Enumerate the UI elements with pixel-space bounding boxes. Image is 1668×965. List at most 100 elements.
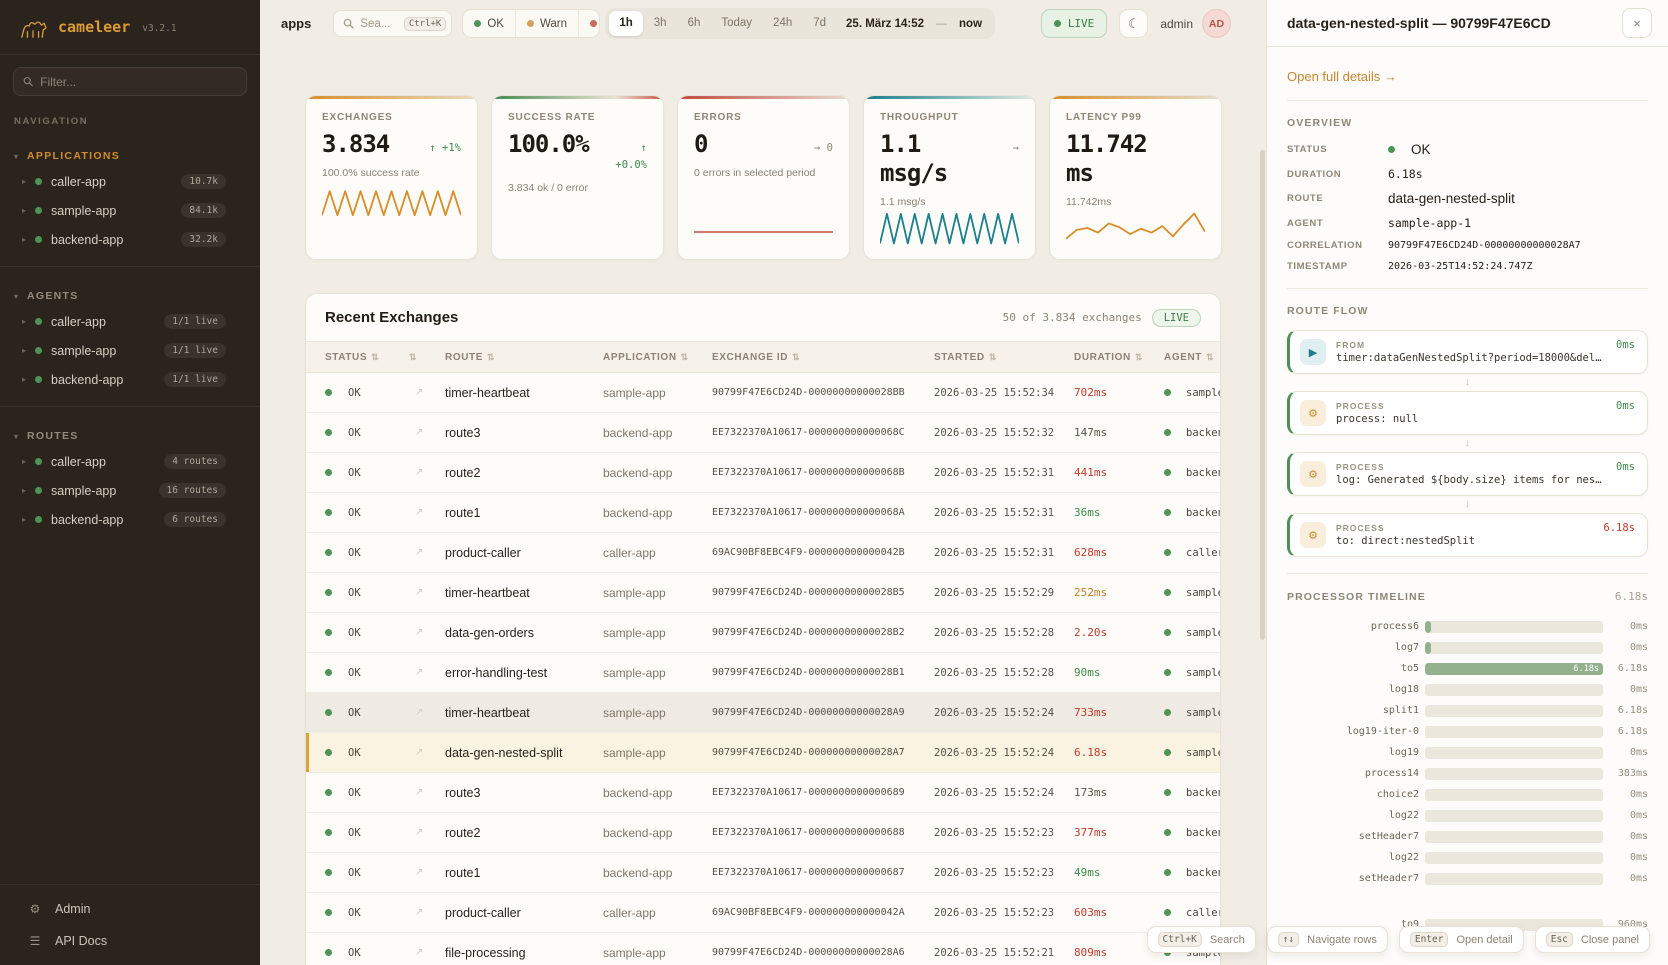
status-dot-icon [35,487,43,494]
sidebar-section-header-applications[interactable]: ▾ APPLICATIONS [0,145,260,167]
sidebar-item-backend-app[interactable]: ▸ backend-app 6 routes [0,505,260,534]
table-row[interactable]: OK ↗ file-processing sample-app 90799F47E6CD… [306,933,1220,965]
route-flow-step-1[interactable]: ▶ FROM timer:dataGenNestedSplit?period=180… [1287,330,1648,374]
timeline-row-split1[interactable]: split1 6.18s [1287,700,1648,721]
stat-card-throughput[interactable]: THROUGHPUT 1.1 msg/s → 1.1 msg/s [863,95,1036,260]
table-row[interactable]: OK ↗ route3 backend-app EE7322370A10617-0000… [306,413,1220,453]
column-header-agent[interactable]: AGENT ⇅ [1164,352,1220,363]
application-cell: sample-app [603,385,666,400]
stat-card-success-rate[interactable]: SUCCESS RATE 100.0% ↑ +0.0% 3.834 ok / 0 er… [491,95,664,260]
status-filter-warn[interactable]: Warn [514,10,578,37]
timeline-row-to5[interactable]: to5 6.18s 6.18s [1287,658,1648,679]
stat-card-errors[interactable]: ERRORS 0 → 0 0 errors in selected period [677,95,850,260]
live-toggle-button[interactable]: LIVE [1040,9,1108,38]
kbd-icon: ↑↓ [1277,932,1300,947]
close-panel-button[interactable]: × [1622,8,1652,38]
sidebar-item-sample-app[interactable]: ▸ sample-app 16 routes [0,476,260,505]
scrollbar-thumb[interactable] [1260,150,1265,640]
sidebar-section-header-routes[interactable]: ▾ ROUTES [0,425,260,447]
timeline-row-log18[interactable]: log18 0ms [1287,679,1648,700]
sidebar-item-caller-app[interactable]: ▸ caller-app 10.7k [0,167,260,196]
sidebar-footer-item-admin[interactable]: ⚙ Admin [0,893,260,925]
table-row[interactable]: OK ↗ route2 backend-app EE7322370A10617-0000… [306,813,1220,853]
status-filter-e[interactable]: E [578,10,599,37]
sidebar-item-backend-app[interactable]: ▸ backend-app 1/1 live [0,365,260,394]
timeline-row-log19-iter-0[interactable]: log19-iter-0 6.18s [1287,721,1648,742]
status-filter-ok[interactable]: OK [463,10,515,37]
status-cell: OK [306,427,409,439]
table-row[interactable]: OK ↗ route3 backend-app EE7322370A10617-0000… [306,773,1220,813]
column-header-status[interactable]: STATUS ⇅ [306,352,409,363]
time-range-today[interactable]: Today [721,17,753,29]
column-header-duration[interactable]: DURATION ⇅ [1074,352,1164,363]
table-row[interactable]: OK ↗ product-caller caller-app 69AC90BF8EBC4… [306,893,1220,933]
route-flow-step-2[interactable]: ⚙ PROCESS process: null 0ms [1287,391,1648,435]
open-full-details-link[interactable]: Open full details → [1287,69,1397,84]
sidebar-item-backend-app[interactable]: ▸ backend-app 32.2k [0,225,260,254]
time-range-3h[interactable]: 3h [653,17,667,29]
table-row[interactable]: OK ↗ route2 backend-app EE7322370A10617-0000… [306,453,1220,493]
column-header-route[interactable]: ROUTE ⇅ [445,352,603,363]
sidebar-item-caller-app[interactable]: ▸ caller-app 4 routes [0,447,260,476]
column-header-exchange-id[interactable]: EXCHANGE ID ⇅ [712,352,934,363]
theme-toggle-button[interactable]: ☾ [1119,9,1149,38]
timeline-row-log19[interactable]: log19 0ms [1287,742,1648,763]
route-flow-step-3[interactable]: ⚙ PROCESS log: Generated ${body.size} item… [1287,452,1648,496]
timeline-row-log22[interactable]: log22 0ms [1287,805,1648,826]
stat-value: 11.742 ms [1066,130,1148,187]
duration-cell: 441ms [1074,466,1108,479]
filter-input[interactable] [40,74,237,89]
sidebar-item-caller-app[interactable]: ▸ caller-app 1/1 live [0,307,260,336]
trend-icon: ↗ [415,467,424,478]
timeline-row-choice2[interactable]: choice2 0ms [1287,784,1648,805]
ok-dot-icon [325,589,332,596]
stat-card-exchanges[interactable]: EXCHANGES 3.834 ↑ +1% 100.0% success rate [305,95,478,260]
stat-value: 100.0% [508,130,590,158]
table-row[interactable]: OK ↗ route1 backend-app EE7322370A10617-0000… [306,493,1220,533]
timeline-row-setHeader7[interactable]: setHeader7 0ms [1287,826,1648,847]
table-row[interactable]: OK ↗ error-handling-test sample-app 90799F47… [306,653,1220,693]
main-area: apps Sea... Ctrl+K OK Warn E 1h 3h 6h Today 24… [260,0,1266,965]
timeline-row-setHeader7[interactable]: setHeader7 0ms [1287,868,1648,889]
table-row[interactable]: OK ↗ timer-heartbeat sample-app 90799F47E6CD… [306,573,1220,613]
table-row[interactable]: OK ↗ timer-heartbeat sample-app 90799F47E6CD… [306,693,1220,733]
now-label[interactable]: now [959,17,983,30]
time-range-6h[interactable]: 6h [687,17,701,29]
status-cell: OK [306,667,409,679]
date-range-label[interactable]: 25. März 14:52 [846,17,925,30]
date-range-dash: — [936,17,948,30]
overview-field-correlation: CORRELATION 90799F47E6CD24D-0000000000002… [1287,240,1648,251]
column-header-trend[interactable]: ⇅ [409,352,445,363]
time-range-24h[interactable]: 24h [773,17,793,29]
sidebar-filter[interactable] [13,67,247,96]
keyboard-hint-navigate-rows: ↑↓ Navigate rows [1266,926,1388,953]
timeline-row-process6[interactable]: process6 0ms [1287,616,1648,637]
global-search[interactable]: Sea... Ctrl+K [333,10,453,37]
duration-cell: 173ms [1074,786,1108,799]
route-cell: route3 [445,785,481,800]
table-row[interactable]: OK ↗ route1 backend-app EE7322370A10617-0000… [306,853,1220,893]
trend-icon: ↗ [415,427,424,438]
table-row[interactable]: OK ↗ timer-heartbeat sample-app 90799F47E6CD… [306,373,1220,413]
agent-dot-icon [1164,629,1171,636]
timeline-row-process14[interactable]: process14 383ms [1287,763,1648,784]
footer-item-label: API Docs [55,934,108,948]
time-range-1h[interactable]: 1h [609,11,643,36]
column-header-application[interactable]: APPLICATION ⇅ [603,352,712,363]
table-row[interactable]: OK ↗ product-caller caller-app 69AC90BF8EBC4… [306,533,1220,573]
timeline-row-log7[interactable]: log7 0ms [1287,637,1648,658]
sidebar-footer-item-api-docs[interactable]: ☰ API Docs [0,925,260,957]
route-flow-step-4[interactable]: ⚙ PROCESS to: direct:nestedSplit 6.18s [1287,513,1648,557]
table-row[interactable]: OK ↗ data-gen-orders sample-app 90799F47E6CD… [306,613,1220,653]
stat-card-latency-p99[interactable]: LATENCY P99 11.742 ms 11.742ms [1049,95,1222,260]
sidebar-section-header-agents[interactable]: ▾ AGENTS [0,285,260,307]
timeline-row-log22[interactable]: log22 0ms [1287,847,1648,868]
avatar[interactable]: AD [1202,9,1231,38]
column-header-started[interactable]: STARTED ⇅ [934,352,1074,363]
sidebar-item-sample-app[interactable]: ▸ sample-app 1/1 live [0,336,260,365]
route-cell: product-caller [445,905,521,920]
table-row[interactable]: OK ↗ data-gen-nested-split sample-app 90799F… [306,733,1220,773]
agent-label: backen [1186,506,1220,519]
sidebar-item-sample-app[interactable]: ▸ sample-app 84.1k [0,196,260,225]
time-range-7d[interactable]: 7d [813,17,827,29]
